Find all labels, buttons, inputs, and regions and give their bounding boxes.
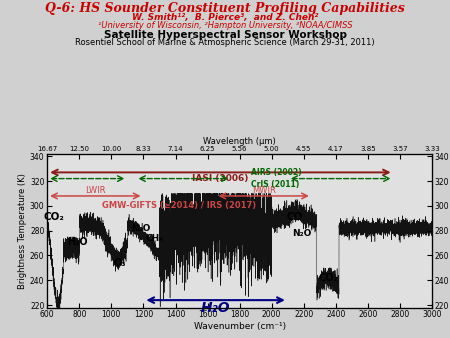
Text: Satellite Hyperspectral Sensor Workshop: Satellite Hyperspectral Sensor Workshop xyxy=(104,30,346,40)
Text: N₂O: N₂O xyxy=(131,224,151,233)
Text: ¹University of Wisconsin, ²Hampton University, ³NOAA/CIMSS: ¹University of Wisconsin, ²Hampton Unive… xyxy=(98,21,352,30)
Text: H₂O: H₂O xyxy=(68,237,88,247)
Text: IASI (2006): IASI (2006) xyxy=(192,174,248,183)
Text: Rosentiel School of Marine & Atmospheric Science (March 29-31, 2011): Rosentiel School of Marine & Atmospheric… xyxy=(75,38,375,47)
Text: H₂O: H₂O xyxy=(201,301,230,315)
Text: CO: CO xyxy=(286,212,303,222)
Text: MWIR: MWIR xyxy=(252,186,275,195)
Text: LWIR: LWIR xyxy=(85,186,106,195)
Text: AIRS (2002): AIRS (2002) xyxy=(251,168,302,177)
X-axis label: Wavelength (μm): Wavelength (μm) xyxy=(203,137,276,146)
Text: W. Smith¹²,  B. Pierce³,  and Z. Chen²: W. Smith¹², B. Pierce³, and Z. Chen² xyxy=(132,13,318,22)
Text: CH₄: CH₄ xyxy=(146,234,164,243)
Text: O₃: O₃ xyxy=(113,258,126,268)
Text: CO₂: CO₂ xyxy=(319,273,338,283)
Text: N₂O: N₂O xyxy=(292,229,311,238)
Text: CO₂: CO₂ xyxy=(43,212,64,222)
Text: CrIS (2011): CrIS (2011) xyxy=(251,180,299,190)
Text: Q-6: HS Sounder Constituent Profiling Capabilities: Q-6: HS Sounder Constituent Profiling Ca… xyxy=(45,2,405,15)
Y-axis label: Brightness Temperature (K): Brightness Temperature (K) xyxy=(18,173,27,289)
X-axis label: Wavenumber (cm⁻¹): Wavenumber (cm⁻¹) xyxy=(194,322,286,331)
Text: GMW-GIFTS (≥2014) / IRS (2017): GMW-GIFTS (≥2014) / IRS (2017) xyxy=(103,201,256,210)
